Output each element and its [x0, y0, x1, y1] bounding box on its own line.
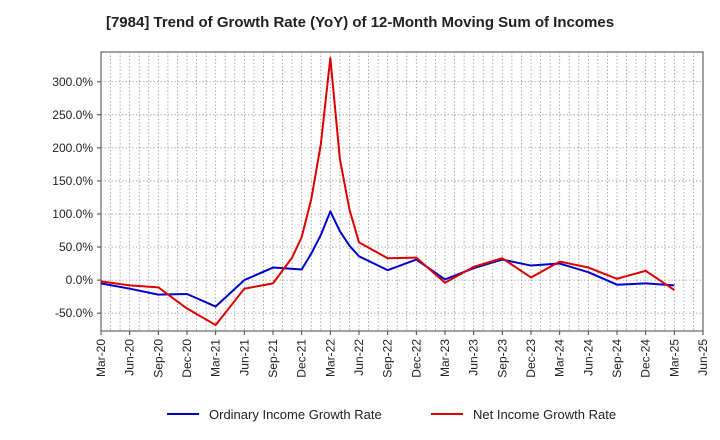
series-line-net-income: [100, 56, 675, 327]
x-tick-label: Dec-24: [639, 339, 653, 378]
chart-title: [7984] Trend of Growth Rate (YoY) of 12-…: [105, 14, 615, 31]
y-tick-label: 250.0%: [52, 108, 93, 122]
y-tick-label: -50.0%: [55, 306, 93, 320]
series-lines: [100, 56, 675, 327]
y-tick-label: 300.0%: [52, 75, 93, 89]
x-tick-label: Jun-20: [123, 339, 137, 376]
x-tick-label: Mar-21: [209, 339, 223, 377]
legend-label: Ordinary Income Growth Rate: [209, 407, 382, 422]
x-tick-label: Mar-24: [553, 339, 567, 377]
x-tick-label: Jun-22: [352, 339, 366, 376]
x-tick-label: Mar-20: [94, 339, 108, 377]
legend: Ordinary Income Growth Rate Net Income Gr…: [167, 407, 616, 422]
x-tick-label: Sep-21: [266, 339, 280, 378]
y-tick-label: 0.0%: [66, 273, 94, 287]
x-tick-label: Jun-25: [696, 339, 710, 376]
x-tick-label: Dec-20: [180, 339, 194, 378]
x-tick-label: Sep-22: [381, 339, 395, 378]
legend-label: Net Income Growth Rate: [473, 407, 616, 422]
y-axis-ticks: -50.0% 0.0% 50.0% 100.0% 150.0% 200.0% 250.0% 3…: [52, 75, 101, 320]
x-tick-label: Mar-25: [667, 339, 681, 377]
x-tick-label: Jun-23: [467, 339, 481, 376]
x-tick-label: Mar-23: [438, 339, 452, 377]
y-tick-label: 50.0%: [59, 240, 93, 254]
x-tick-label: Dec-21: [295, 339, 309, 378]
x-tick-label: Sep-20: [151, 339, 165, 378]
plot-area: [100, 51, 704, 332]
y-tick-label: 200.0%: [52, 141, 93, 155]
x-tick-label: Dec-22: [409, 339, 423, 378]
x-axis-ticks: Mar-20 Jun-20 Sep-20 Dec-20 Mar-21 Jun-21 Sep-…: [94, 331, 710, 378]
x-tick-label: Sep-24: [610, 339, 624, 378]
x-tick-label: Jun-24: [581, 339, 595, 376]
x-tick-label: Jun-21: [237, 339, 251, 376]
y-tick-label: 150.0%: [52, 174, 93, 188]
y-tick-label: 100.0%: [52, 207, 93, 221]
x-tick-label: Sep-23: [495, 339, 509, 378]
plot-frame: [100, 51, 704, 332]
x-tick-label: Dec-23: [524, 339, 538, 378]
x-tick-label: Mar-22: [323, 339, 337, 377]
series-line-ordinary-income: [100, 210, 675, 308]
